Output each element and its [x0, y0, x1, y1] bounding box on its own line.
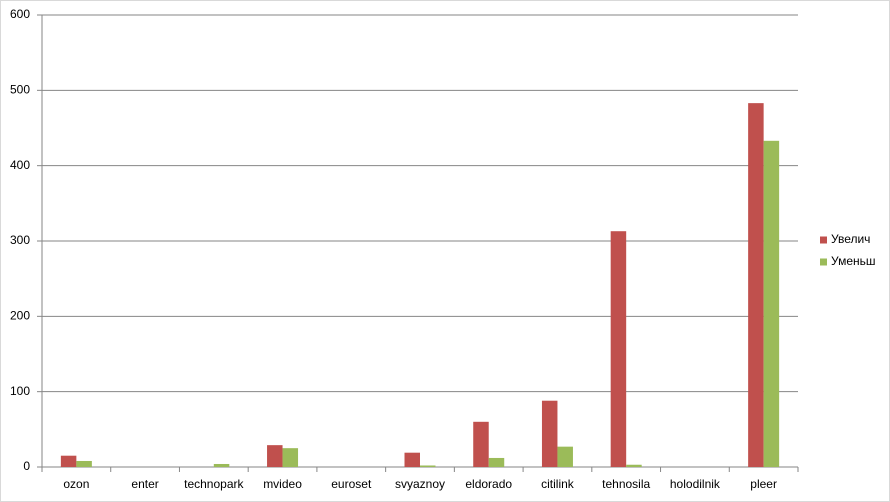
bar: [213, 463, 230, 467]
bar: [267, 445, 283, 467]
bar: [557, 446, 573, 467]
bar: [60, 455, 77, 467]
x-tick-label: technopark: [184, 477, 244, 491]
bar: [763, 140, 780, 467]
y-tick-label: 300: [10, 233, 30, 247]
y-tick-label: 400: [10, 158, 30, 172]
x-tick-label: svyaznoy: [395, 477, 445, 491]
x-tick-label: mvideo: [263, 477, 302, 491]
bar: [626, 464, 642, 467]
x-tick-label: enter: [131, 477, 158, 491]
legend-swatch: [820, 258, 827, 266]
legend-swatch: [820, 236, 827, 244]
x-tick-label: euroset: [331, 477, 372, 491]
bar: [610, 231, 627, 467]
x-tick-label: ozon: [63, 477, 89, 491]
y-tick-label: 500: [10, 83, 30, 97]
bar: [541, 400, 558, 467]
legend-label: Уменьш: [831, 254, 876, 268]
bar: [282, 448, 299, 467]
bar: [488, 457, 505, 467]
bar: [473, 421, 489, 467]
legend-label: Увелич: [831, 232, 870, 246]
x-tick-label: eldorado: [465, 477, 512, 491]
bar: [420, 465, 436, 467]
y-tick-label: 0: [23, 459, 30, 473]
y-tick-label: 600: [10, 7, 30, 21]
bar: [404, 452, 420, 467]
y-tick-label: 100: [10, 384, 30, 398]
bar: [748, 103, 764, 467]
x-tick-label: citilink: [541, 477, 575, 491]
x-tick-label: pleer: [750, 477, 777, 491]
x-tick-label: holodilnik: [670, 477, 721, 491]
y-tick-label: 200: [10, 309, 30, 323]
bar: [76, 460, 92, 467]
x-tick-label: tehnosila: [602, 477, 650, 491]
